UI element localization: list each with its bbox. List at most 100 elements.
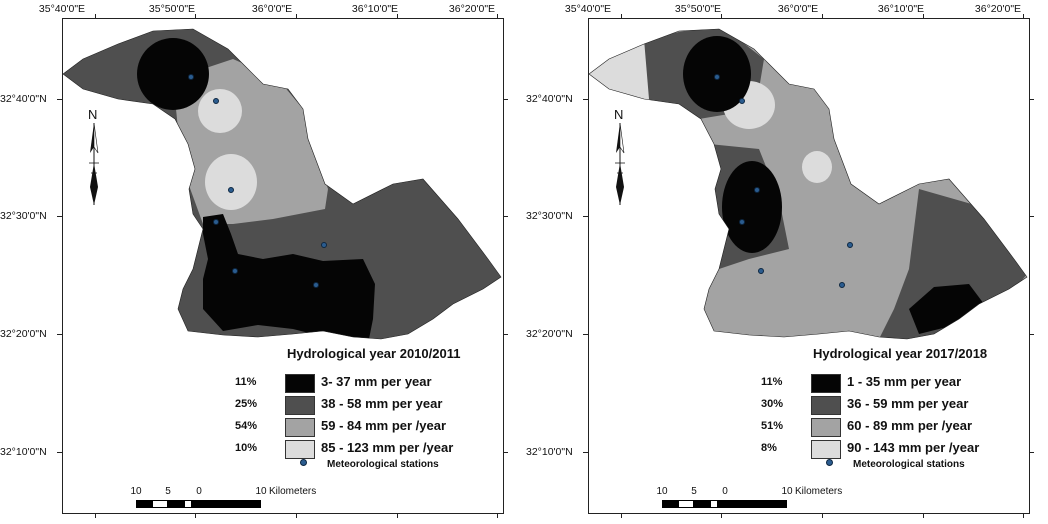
scale-tick: 0 bbox=[196, 486, 202, 497]
legend-percent: 11% bbox=[235, 376, 257, 388]
station-marker bbox=[847, 242, 853, 248]
lat-label: 32°10'0"N bbox=[0, 446, 47, 458]
station-marker bbox=[213, 98, 219, 104]
station-marker bbox=[213, 219, 219, 225]
lat-label: 32°30'0"N bbox=[526, 210, 573, 222]
axis-tick bbox=[721, 14, 722, 19]
legend-label: 60 - 89 mm per /year bbox=[847, 418, 973, 433]
legend-swatch bbox=[285, 418, 315, 437]
map-panel-2010-2011: 35°40'0"E 35°50'0"E 36°0'0"E 36°10'0"E 3… bbox=[0, 0, 520, 524]
legend-row: 10% 85 - 123 mm per /year bbox=[63, 439, 503, 459]
station-marker bbox=[758, 268, 764, 274]
map-title: Hydrological year 2017/2018 bbox=[813, 346, 988, 361]
north-label: N bbox=[614, 107, 623, 122]
class1-area bbox=[909, 284, 984, 334]
lon-label: 36°20'0"E bbox=[974, 3, 1022, 15]
class4-area bbox=[205, 154, 257, 210]
lat-label: 32°20'0"N bbox=[0, 328, 47, 340]
legend-row: 11% 1 - 35 mm per year bbox=[589, 373, 1029, 393]
scale-segment bbox=[168, 500, 184, 508]
lat-label: 32°20'0"N bbox=[526, 328, 573, 340]
scale-unit: Kilometers bbox=[795, 486, 843, 497]
axis-tick bbox=[923, 14, 924, 19]
axis-tick bbox=[1028, 216, 1034, 217]
axis-tick bbox=[195, 512, 196, 518]
scale-bar: 10 5 0 10 Kilometers bbox=[656, 486, 859, 513]
map-title: Hydrological year 2010/2011 bbox=[287, 346, 461, 361]
axis-tick bbox=[923, 512, 924, 518]
scale-segment bbox=[199, 500, 261, 508]
scale-tick: 10 bbox=[781, 486, 793, 497]
legend-label: 59 - 84 mm per /year bbox=[321, 418, 447, 433]
station-legend-icon bbox=[300, 459, 307, 466]
legend-row: 54% 59 - 84 mm per /year bbox=[63, 417, 503, 437]
scale-segment bbox=[152, 500, 168, 508]
scale-tick: 0 bbox=[722, 486, 728, 497]
station-marker bbox=[754, 187, 760, 193]
legend-row: 25% 38 - 58 mm per year bbox=[63, 395, 503, 415]
lat-label: 32°40'0"N bbox=[526, 93, 573, 105]
legend-label: 90 - 143 mm per /year bbox=[847, 440, 980, 455]
north-arrow-icon: N bbox=[88, 107, 99, 205]
map-panel-2017-2018: 35°40'0"E 35°50'0"E 36°0'0"E 36°10'0"E 3… bbox=[526, 0, 1046, 524]
axis-tick bbox=[502, 99, 508, 100]
axis-tick bbox=[397, 14, 398, 19]
lon-label: 35°50'0"E bbox=[674, 3, 722, 15]
legend-label: 38 - 58 mm per year bbox=[321, 396, 443, 411]
axis-tick bbox=[822, 14, 823, 19]
lon-label: 36°0'0"E bbox=[251, 3, 293, 15]
legend-label: 85 - 123 mm per /year bbox=[321, 440, 454, 455]
scale-segment bbox=[184, 500, 192, 508]
station-legend-label: Meteorological stations bbox=[853, 459, 965, 470]
axis-tick bbox=[57, 334, 63, 335]
axis-tick bbox=[296, 512, 297, 518]
legend-percent: 54% bbox=[235, 420, 258, 432]
lon-label: 36°20'0"E bbox=[448, 3, 496, 15]
scale-segment bbox=[710, 500, 718, 508]
legend-row: 30% 36 - 59 mm per year bbox=[589, 395, 1029, 415]
scale-segment bbox=[718, 500, 725, 508]
legend-percent: 8% bbox=[761, 442, 777, 454]
station-marker bbox=[739, 219, 745, 225]
north-label: N bbox=[88, 107, 97, 122]
station-marker bbox=[739, 98, 745, 104]
north-arrow-icon: N bbox=[614, 107, 625, 205]
legend-percent: 25% bbox=[235, 398, 258, 410]
lon-label: 35°50'0"E bbox=[148, 3, 196, 15]
class4-area bbox=[802, 151, 832, 183]
lon-label: 36°10'0"E bbox=[877, 3, 925, 15]
scale-segment bbox=[662, 500, 678, 508]
scale-tick: 5 bbox=[691, 486, 697, 497]
station-marker bbox=[188, 74, 194, 80]
legend-swatch bbox=[811, 374, 841, 393]
axis-tick bbox=[296, 14, 297, 19]
lon-label: 36°0'0"E bbox=[777, 3, 819, 15]
basin-boundary bbox=[63, 28, 502, 340]
axis-tick bbox=[621, 512, 622, 518]
scale-segment bbox=[136, 500, 152, 508]
legend-swatch bbox=[811, 440, 841, 459]
legend-percent: 10% bbox=[235, 442, 258, 454]
station-marker bbox=[313, 282, 319, 288]
axis-tick bbox=[822, 512, 823, 518]
axis-tick bbox=[1028, 452, 1034, 453]
station-marker bbox=[839, 282, 845, 288]
lat-label: 32°30'0"N bbox=[0, 210, 47, 222]
axis-tick bbox=[502, 452, 508, 453]
axis-tick bbox=[95, 512, 96, 518]
station-marker bbox=[321, 242, 327, 248]
scale-segment bbox=[678, 500, 694, 508]
class1-area bbox=[203, 214, 375, 339]
axis-tick bbox=[1023, 512, 1024, 518]
axis-tick bbox=[583, 99, 589, 100]
legend-swatch bbox=[285, 440, 315, 459]
legend-percent: 51% bbox=[761, 420, 784, 432]
legend-swatch bbox=[285, 396, 315, 415]
axis-tick bbox=[502, 216, 508, 217]
axis-tick bbox=[583, 334, 589, 335]
legend-label: 1 - 35 mm per year bbox=[847, 374, 962, 389]
legend-swatch bbox=[811, 418, 841, 437]
scale-segment bbox=[725, 500, 787, 508]
class1-area bbox=[137, 38, 209, 110]
axis-tick bbox=[57, 99, 63, 100]
